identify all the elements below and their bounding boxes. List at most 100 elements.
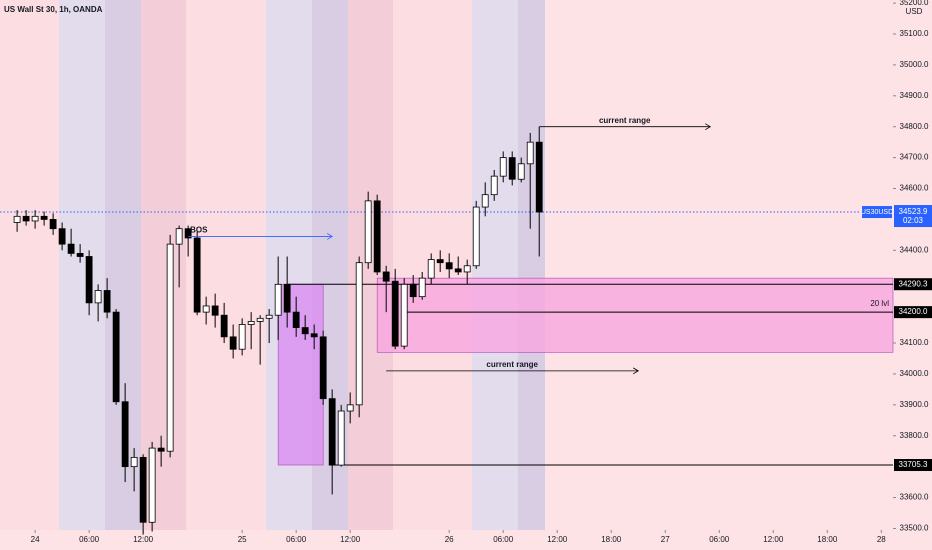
candle-body <box>130 456 138 468</box>
candle-body <box>31 215 39 222</box>
y-tick-label: 35000.0 <box>900 60 929 69</box>
candle-body <box>103 290 111 313</box>
y-tick-label: 33600.0 <box>900 493 929 502</box>
x-tick-label: 26 <box>445 535 454 544</box>
candle-body <box>301 327 309 335</box>
candle-body <box>211 305 219 316</box>
candle-body <box>247 320 255 325</box>
candle-body <box>274 283 282 316</box>
candle-body <box>427 259 435 279</box>
annotation-label: current range <box>486 360 538 369</box>
candle-body <box>139 456 147 523</box>
candle-body <box>445 262 453 270</box>
y-tick-label: 34800.0 <box>900 122 929 131</box>
candle-body <box>238 324 246 350</box>
candle-body <box>418 277 426 298</box>
x-tick-label: 06:00 <box>493 535 514 544</box>
arrow-head <box>326 233 333 240</box>
y-tick-label: 35200.0 <box>900 0 929 7</box>
symbol-tag <box>862 206 892 219</box>
candle-body <box>481 194 489 208</box>
candle-body <box>256 317 264 322</box>
candle-body <box>400 283 408 347</box>
x-tick-label: 12:00 <box>547 535 568 544</box>
x-tick-label: 25 <box>238 535 247 544</box>
x-tick-label: 12:00 <box>340 535 361 544</box>
x-tick-label: 06:00 <box>709 535 730 544</box>
x-tick-label: 18:00 <box>817 535 838 544</box>
candle-body <box>337 410 345 466</box>
candle-body <box>265 314 273 319</box>
candle-body <box>535 141 543 213</box>
candle-body <box>40 215 48 220</box>
session-london <box>518 0 545 530</box>
y-tick-label: 34700.0 <box>900 153 929 162</box>
session-asia <box>472 0 518 530</box>
candle-body <box>58 228 66 245</box>
candle-body <box>22 215 30 222</box>
candle-body <box>220 314 228 338</box>
candle-body <box>166 243 174 452</box>
candle-body <box>391 280 399 347</box>
candle-body <box>463 265 471 273</box>
x-tick-label: 06:00 <box>286 535 307 544</box>
zone <box>277 283 324 466</box>
candle-body <box>364 200 372 264</box>
candle-body <box>229 336 237 350</box>
candle-body <box>319 336 327 400</box>
last-price-label: 34523.9 <box>899 207 928 216</box>
candle-body <box>499 157 507 177</box>
y-tick-label: 33900.0 <box>900 400 929 409</box>
session-asia <box>59 0 105 530</box>
candle-body <box>184 228 192 239</box>
x-tick-label: 28 <box>877 535 886 544</box>
candle-body <box>193 237 201 313</box>
candle-body <box>436 259 444 264</box>
y-tick-label: 34000.0 <box>900 369 929 378</box>
y-tick-label: 33800.0 <box>900 431 929 440</box>
candle-body <box>202 305 210 313</box>
level-label: 33705.3 <box>899 460 928 469</box>
level-tag <box>894 459 932 472</box>
candle-body <box>121 401 129 468</box>
annotation-label: current range <box>599 116 651 125</box>
candle-body <box>85 256 93 304</box>
candle-body <box>13 215 21 223</box>
candle-body <box>346 404 354 412</box>
candle-body <box>472 206 480 267</box>
countdown: 02:03 <box>903 216 924 225</box>
session-ny <box>348 0 393 530</box>
x-tick-label: 27 <box>661 535 670 544</box>
candle-body <box>454 268 462 273</box>
candle-body <box>490 175 498 196</box>
candle-body <box>49 219 57 230</box>
level-label: 34290.3 <box>899 279 928 288</box>
last-price-tag <box>894 205 932 228</box>
currency: USD <box>906 7 923 16</box>
y-tick-label: 34400.0 <box>900 245 929 254</box>
candle-body <box>94 290 102 304</box>
x-tick-label: 06:00 <box>79 535 100 544</box>
candle-body <box>409 283 417 298</box>
candle-body <box>328 398 336 466</box>
candle-body <box>292 311 300 328</box>
arrow-head <box>633 367 640 375</box>
candle-body <box>373 200 381 273</box>
candle-body <box>175 228 183 245</box>
y-tick-label: 34100.0 <box>900 338 929 347</box>
x-tick-label: 18:00 <box>601 535 622 544</box>
candle-body <box>508 157 516 180</box>
candle-body <box>310 333 318 338</box>
arrow-head <box>705 123 712 131</box>
candle-body <box>526 141 534 165</box>
chart-title: US Wall St 30, 1h, OANDA <box>4 5 103 14</box>
level-tag <box>894 278 932 291</box>
y-tick-label: 33500.0 <box>900 524 929 533</box>
annotation-label: BOS <box>190 226 208 235</box>
x-tick-label: 12:00 <box>763 535 784 544</box>
candle-body <box>382 271 390 282</box>
candle-body <box>283 283 291 313</box>
zone <box>376 277 894 353</box>
level-tag <box>894 306 932 319</box>
